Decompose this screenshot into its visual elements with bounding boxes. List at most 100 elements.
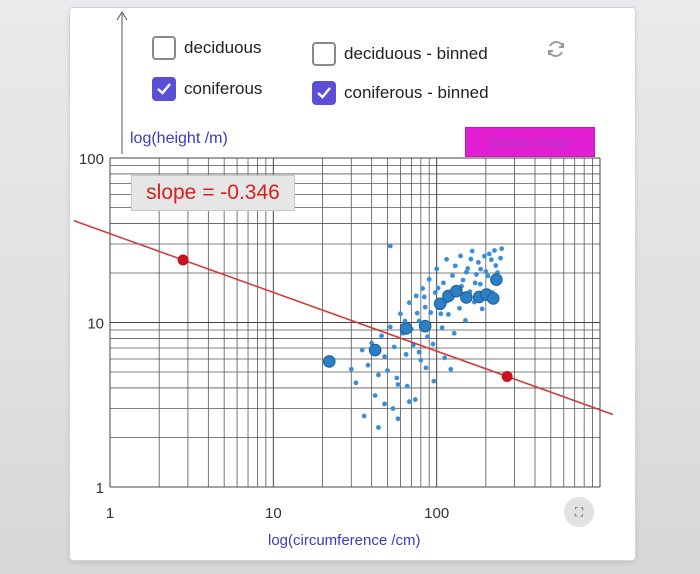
data-point xyxy=(398,311,403,317)
data-point xyxy=(391,344,397,350)
fit-handle-point xyxy=(501,370,513,382)
data-point xyxy=(390,406,396,411)
x-tick-label: 10 xyxy=(265,505,282,522)
data-point xyxy=(478,266,484,272)
data-point xyxy=(423,365,429,371)
data-point xyxy=(387,243,393,249)
deciduous-binned-checkbox[interactable] xyxy=(312,42,336,66)
data-point xyxy=(387,324,393,330)
data-point xyxy=(451,330,457,336)
data-point xyxy=(382,401,388,407)
data-point xyxy=(492,248,497,253)
data-point xyxy=(442,355,448,361)
data-point xyxy=(361,413,367,419)
data-point xyxy=(404,383,410,389)
data-point xyxy=(498,255,503,261)
coniferous-binned-toggle[interactable]: coniferous - binned xyxy=(312,81,489,105)
data-point xyxy=(428,310,434,315)
data-point xyxy=(463,317,468,323)
refresh-button[interactable] xyxy=(543,36,569,62)
deciduous-toggle[interactable]: deciduous xyxy=(152,36,262,60)
data-point xyxy=(382,354,388,360)
data-point xyxy=(457,305,462,311)
data-point xyxy=(460,277,466,283)
check-icon xyxy=(317,87,331,99)
y-axis-arrow-icon xyxy=(116,11,128,21)
deciduous-checkbox[interactable] xyxy=(152,36,176,60)
data-point xyxy=(385,368,390,374)
binned-point xyxy=(486,292,500,305)
data-point xyxy=(465,266,471,271)
data-point xyxy=(420,286,425,291)
fullscreen-button[interactable]: ⛶ xyxy=(564,497,594,527)
data-point xyxy=(438,311,444,317)
data-point xyxy=(448,366,454,372)
binned-point xyxy=(460,291,473,304)
fullscreen-icon: ⛶ xyxy=(574,504,584,519)
deciduous-label: deciduous xyxy=(184,38,262,57)
data-point xyxy=(394,375,400,381)
data-point xyxy=(372,393,378,398)
data-point xyxy=(450,273,455,278)
coniferous-label: coniferous xyxy=(184,79,263,98)
data-point xyxy=(412,397,418,402)
data-point xyxy=(376,372,381,378)
data-point xyxy=(486,251,492,257)
coniferous-checkbox[interactable] xyxy=(152,77,176,101)
coniferous-binned-checkbox[interactable] xyxy=(312,81,336,105)
data-point xyxy=(458,253,463,259)
binned-point xyxy=(368,343,382,357)
binned-point xyxy=(433,297,447,311)
data-point xyxy=(472,280,478,286)
data-point xyxy=(416,349,422,355)
export-graph-button[interactable]: Export Graph xyxy=(465,127,595,157)
y-tick-label: 1 xyxy=(96,480,104,497)
x-tick-label: 1 xyxy=(106,505,114,522)
data-point xyxy=(348,366,354,372)
coniferous-toggle[interactable]: coniferous xyxy=(152,77,262,101)
deciduous-binned-label: deciduous - binned xyxy=(344,44,488,63)
data-point xyxy=(493,263,499,268)
y-axis-label: log(height /m) xyxy=(130,130,228,147)
data-point xyxy=(365,362,371,368)
data-point xyxy=(406,399,412,405)
data-point xyxy=(376,425,381,430)
data-point xyxy=(444,256,449,262)
data-point xyxy=(431,378,437,384)
data-point xyxy=(463,269,469,275)
data-point xyxy=(414,310,420,316)
data-point xyxy=(418,357,424,363)
y-tick-label: 100 xyxy=(79,151,104,168)
data-point xyxy=(473,272,479,277)
binned-point xyxy=(450,284,463,298)
binned-point xyxy=(418,319,432,333)
data-point xyxy=(485,273,491,279)
fit-handle-point xyxy=(177,254,189,266)
data-point xyxy=(353,380,359,386)
data-point xyxy=(379,333,384,339)
data-point xyxy=(395,416,401,422)
binned-point xyxy=(322,355,336,368)
binned-point xyxy=(399,322,413,335)
data-point xyxy=(406,300,412,306)
data-point xyxy=(477,281,483,287)
slope-readout: slope = -0.346 xyxy=(131,175,295,211)
check-icon xyxy=(157,83,171,95)
data-point xyxy=(499,246,505,252)
data-point xyxy=(422,304,428,310)
binned-point xyxy=(490,273,503,287)
data-point xyxy=(359,347,365,353)
x-tick-label: 100 xyxy=(424,505,449,522)
data-point xyxy=(395,382,401,387)
data-point xyxy=(425,334,430,340)
y-tick-label: 10 xyxy=(87,316,104,333)
data-point xyxy=(475,259,481,265)
x-axis-label: log(circumference /cm) xyxy=(268,532,421,549)
data-point xyxy=(403,351,409,357)
data-point xyxy=(488,257,494,263)
data-point xyxy=(421,294,427,300)
data-point xyxy=(430,341,436,347)
deciduous-binned-toggle[interactable]: deciduous - binned xyxy=(312,42,488,66)
data-point xyxy=(483,269,489,274)
